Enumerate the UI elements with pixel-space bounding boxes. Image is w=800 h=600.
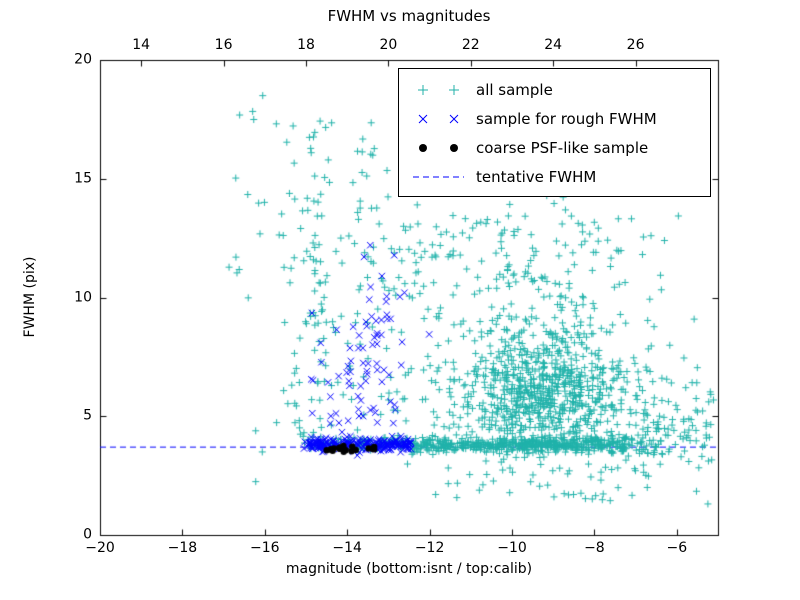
x-tick-top: 16 bbox=[214, 37, 233, 53]
legend-item-sample-for-rough-fwhm: sample for rough FWHM bbox=[407, 104, 710, 133]
y-tick: 0 bbox=[83, 526, 92, 543]
chart-title: FWHM vs magnitudes bbox=[327, 7, 491, 25]
x-tick-bottom: −14 bbox=[332, 540, 362, 556]
legend-item-all-sample: all sample bbox=[407, 75, 710, 104]
legend-label-sample-for-rough-fwhm: sample for rough FWHM bbox=[476, 109, 657, 128]
legend-item-tentative-fwhm: tentative FWHM bbox=[407, 162, 710, 191]
x-tick-top: 22 bbox=[461, 37, 480, 53]
legend-label-tentative-fwhm: tentative FWHM bbox=[476, 167, 597, 186]
x-tick-bottom: −12 bbox=[414, 540, 445, 556]
x-tick-top: 26 bbox=[626, 37, 645, 53]
x-tick-top: 24 bbox=[544, 37, 563, 53]
y-tick: 20 bbox=[74, 51, 92, 68]
y-axis-label: FWHM (pix) bbox=[22, 256, 38, 338]
dot-icon bbox=[419, 143, 458, 152]
plus-icon bbox=[418, 84, 459, 95]
legend-item-coarse-psf-like-sample: coarse PSF-like sample bbox=[407, 133, 710, 162]
x-tick-bottom: −6 bbox=[666, 540, 688, 556]
y-tick: 15 bbox=[74, 170, 92, 187]
cross-icon bbox=[418, 114, 459, 123]
legend-label-all-sample: all sample bbox=[476, 80, 553, 99]
legend-label-coarse-psf-like-sample: coarse PSF-like sample bbox=[476, 138, 649, 157]
x-tick-top: 20 bbox=[379, 37, 398, 53]
x-tick-bottom: −16 bbox=[250, 540, 280, 556]
y-tick: 5 bbox=[83, 407, 92, 424]
legend: all sample sample for rough FWHM coarse PS… bbox=[398, 68, 711, 197]
x-tick-bottom: −8 bbox=[584, 540, 605, 556]
x-tick-top: 18 bbox=[297, 37, 315, 53]
dashed-line-icon bbox=[413, 176, 464, 177]
x-tick-top: 14 bbox=[132, 37, 151, 53]
x-tick-bottom: −18 bbox=[167, 540, 198, 556]
x-axis-label: magnitude (bottom:isnt / top:calib) bbox=[285, 561, 533, 577]
x-tick-bottom: −20 bbox=[85, 540, 115, 556]
x-tick-bottom: −10 bbox=[497, 540, 527, 556]
y-tick: 10 bbox=[74, 289, 92, 305]
